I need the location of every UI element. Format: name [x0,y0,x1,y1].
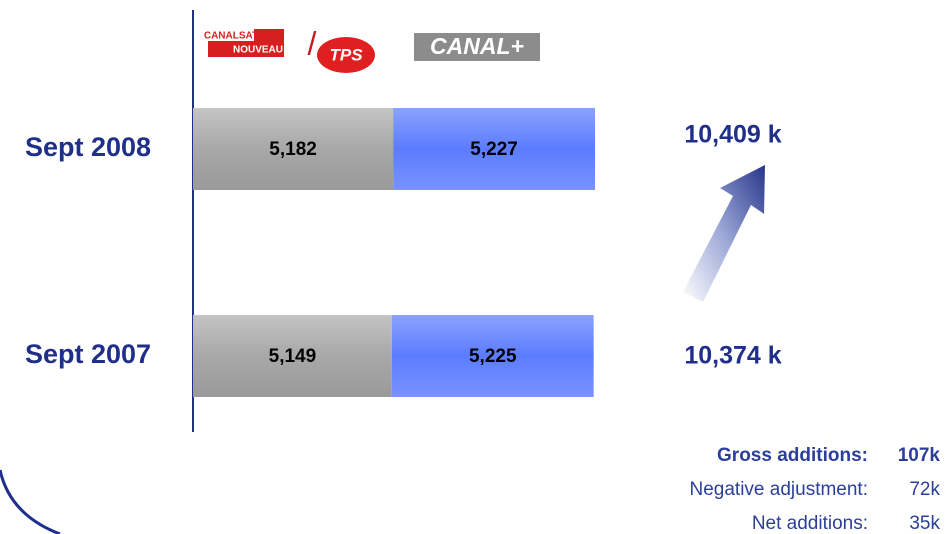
note-value: 72k [909,479,940,500]
value-label: 5,225 [469,346,517,367]
bar-segment [393,108,595,190]
legend-label: NOUVEAU [233,45,283,56]
bar-segment [193,315,392,397]
legend-label: CANALSAT [204,31,258,42]
note-value: 107k [898,445,941,466]
value-label: 5,182 [269,139,317,160]
category-label: Sept 2007 [25,339,151,369]
note-label: Negative adjustment: [690,479,869,500]
legend-label: CANAL+ [430,33,524,59]
legend-label: / [308,25,317,61]
category-label: Sept 2008 [25,132,151,162]
growth-arrow [683,165,765,302]
legend: CANALSAT NOUVEAU / TPS CANAL+ [204,25,540,73]
corner-curve [0,469,61,534]
total-label: 10,409 k [684,121,781,149]
bar-segment [391,315,594,397]
logo-box [414,33,540,61]
value-label: 5,149 [269,346,317,367]
note-label: Gross additions: [717,445,868,466]
legend-label: TPS [329,45,363,64]
bar-segment [193,108,394,190]
total-label: 10,374 k [684,342,781,370]
logo-ellipse [317,37,375,73]
note-label: Net additions: [752,513,868,534]
value-label: 5,227 [470,139,518,160]
logo-box [208,29,254,41]
note-value: 35k [909,513,940,534]
